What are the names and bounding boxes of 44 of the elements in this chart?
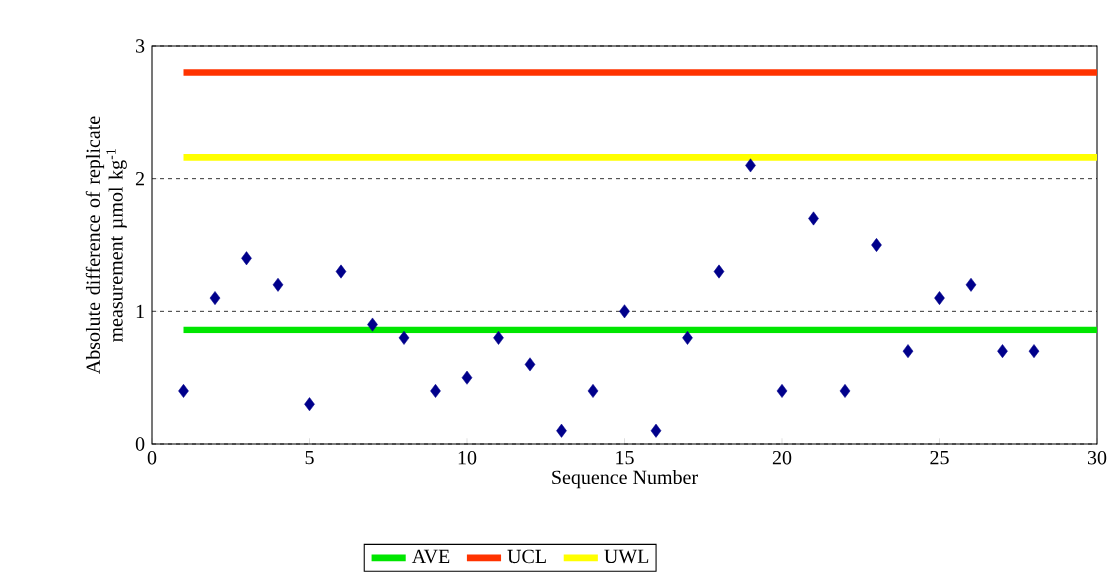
x-tick-label: 0 [147, 450, 157, 465]
y-tick-label: 0 [135, 437, 145, 451]
point [241, 251, 252, 266]
y-tick-label: 2 [135, 172, 144, 186]
point [682, 330, 693, 345]
point [839, 384, 851, 398]
point [745, 158, 756, 173]
point [1028, 344, 1040, 359]
point [493, 330, 504, 345]
point [398, 330, 410, 345]
x-axis-title: Sequence Number [552, 470, 698, 489]
point [997, 344, 1008, 359]
point [304, 397, 315, 412]
x-tick-label: 20 [772, 450, 792, 465]
point [934, 291, 945, 305]
point [272, 277, 284, 292]
point [524, 357, 536, 372]
point [650, 423, 662, 438]
y-tick-label: 3 [136, 39, 145, 53]
point [461, 370, 473, 385]
y-tick-label: 1 [136, 304, 144, 318]
y-axis-title: Absolute difference of replicate measurement µmol kg$^{-1}$ [85, 116, 127, 375]
x-tick-label: 10 [458, 450, 477, 465]
point [587, 384, 599, 398]
x-tick-label: 15 [616, 450, 634, 465]
x-tick-label: 5 [305, 450, 314, 465]
legend-label: UCL [507, 549, 546, 564]
point [178, 384, 189, 398]
point [430, 384, 441, 398]
point [619, 304, 630, 319]
point [808, 211, 819, 226]
point [335, 264, 347, 279]
legend-label: AVE [411, 549, 450, 564]
point [902, 344, 914, 359]
point [713, 264, 725, 279]
point [871, 238, 882, 252]
point [209, 291, 221, 305]
point [556, 423, 567, 438]
legend-label: UWL [604, 549, 649, 564]
point [367, 317, 378, 332]
x-tick-label: 30 [1087, 450, 1107, 465]
point [776, 384, 788, 398]
x-tick-label: 25 [930, 450, 949, 465]
point [965, 277, 977, 292]
